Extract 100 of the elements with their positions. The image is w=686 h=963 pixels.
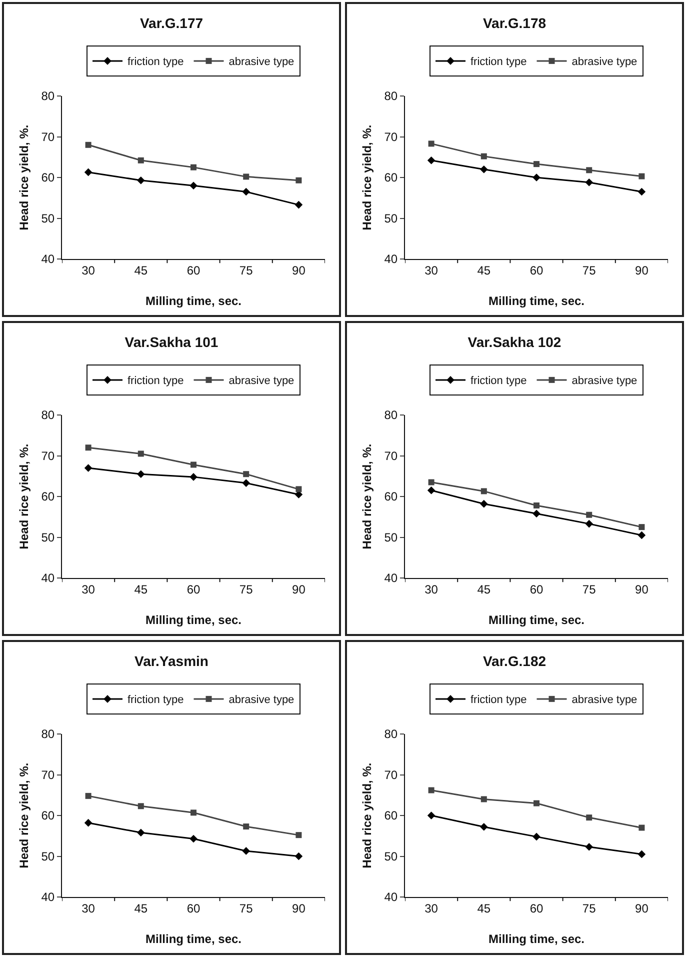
y-tick-label: 60 <box>41 490 55 504</box>
x-axis-title: Milling time, sec. <box>145 932 242 946</box>
legend-label: friction type <box>470 56 527 68</box>
point <box>242 847 250 855</box>
y-tick-label: 80 <box>41 89 55 104</box>
y-tick-label: 70 <box>41 768 55 782</box>
x-tick-label: 45 <box>477 901 491 916</box>
x-tick-label: 90 <box>292 263 306 278</box>
x-tick-label: 30 <box>82 582 96 596</box>
x-tick-label: 90 <box>635 582 649 596</box>
x-axis-title: Milling time, sec. <box>488 613 585 627</box>
chart-title: Var.Sakha 101 <box>124 334 218 350</box>
point <box>585 520 593 528</box>
point <box>480 823 488 831</box>
point <box>296 177 302 184</box>
x-tick-label: 75 <box>239 263 254 278</box>
point <box>190 834 198 843</box>
x-tick-label: 45 <box>477 263 491 278</box>
y-tick-label: 60 <box>41 170 55 185</box>
y-tick-label: 80 <box>41 727 55 742</box>
point <box>585 842 593 851</box>
y-tick-label: 60 <box>384 808 398 823</box>
chart-title: Var.Sakha 102 <box>468 334 562 350</box>
x-tick-label: 75 <box>239 582 254 596</box>
x-tick-label: 90 <box>292 901 306 916</box>
point <box>638 188 646 196</box>
y-axis-title: Head rice yield, %. <box>17 762 31 868</box>
point <box>190 164 196 170</box>
point <box>85 142 92 148</box>
point <box>534 800 540 806</box>
legend-label: friction type <box>128 375 184 388</box>
x-axis-title: Milling time, sec. <box>488 932 585 946</box>
x-tick-label: 45 <box>134 263 148 278</box>
y-tick-label: 70 <box>384 768 398 782</box>
point <box>586 167 592 174</box>
point <box>190 462 196 468</box>
point <box>638 531 646 540</box>
chart-title: Var.G.178 <box>482 14 546 31</box>
x-tick-label: 90 <box>292 582 306 596</box>
y-tick-label: 80 <box>41 408 55 422</box>
y-tick-label: 60 <box>384 170 398 185</box>
x-tick-label: 30 <box>424 263 438 278</box>
y-tick-label: 40 <box>384 252 398 266</box>
point <box>532 174 540 182</box>
y-axis-title: Head rice yield, %. <box>17 444 31 550</box>
point <box>85 792 92 799</box>
legend-label: friction type <box>128 56 184 68</box>
point <box>638 173 645 180</box>
y-axis-title: Head rice yield, %. <box>360 124 374 230</box>
x-tick-label: 60 <box>530 901 544 916</box>
y-tick-label: 80 <box>384 89 398 104</box>
x-tick-label: 45 <box>134 582 148 596</box>
legend-label: abrasive type <box>228 375 294 388</box>
point <box>138 450 144 457</box>
point <box>242 479 250 487</box>
point <box>427 812 436 820</box>
y-axis-title: Head rice yield, %. <box>360 762 374 868</box>
point <box>84 464 92 472</box>
x-axis-title: Milling time, sec. <box>145 294 242 308</box>
y-tick-label: 60 <box>41 808 55 823</box>
point <box>85 444 92 451</box>
y-tick-label: 50 <box>384 849 398 864</box>
point <box>480 796 487 802</box>
x-tick-label: 60 <box>186 582 200 596</box>
y-tick-label: 40 <box>41 252 55 266</box>
point <box>427 156 436 164</box>
point <box>586 512 592 518</box>
x-tick-label: 45 <box>477 582 491 596</box>
point <box>243 824 250 830</box>
x-tick-label: 30 <box>82 901 96 916</box>
point <box>428 787 434 794</box>
point <box>190 473 198 481</box>
x-tick-label: 75 <box>582 582 596 596</box>
point <box>137 470 145 478</box>
y-tick-label: 50 <box>41 530 55 544</box>
point <box>243 174 250 180</box>
y-tick-label: 70 <box>41 130 55 144</box>
y-tick-label: 50 <box>384 211 398 226</box>
point <box>243 471 250 478</box>
point <box>190 182 198 190</box>
x-tick-label: 90 <box>635 901 649 916</box>
y-tick-label: 70 <box>41 448 55 463</box>
point <box>84 168 92 176</box>
y-tick-label: 50 <box>384 530 398 544</box>
legend-label: abrasive type <box>228 694 294 706</box>
point <box>190 810 196 816</box>
point <box>585 178 593 186</box>
y-tick-label: 40 <box>41 890 55 904</box>
x-tick-label: 30 <box>82 263 96 278</box>
x-tick-label: 75 <box>582 263 596 278</box>
point <box>138 803 144 810</box>
point <box>534 161 540 168</box>
point <box>428 140 434 147</box>
point <box>137 828 145 837</box>
legend-label: abrasive type <box>572 375 638 388</box>
chart-title: Var.Yasmin <box>134 652 208 669</box>
legend-label: friction type <box>470 375 527 388</box>
y-tick-label: 70 <box>384 448 398 463</box>
point <box>480 500 488 508</box>
y-tick-label: 40 <box>384 890 398 904</box>
